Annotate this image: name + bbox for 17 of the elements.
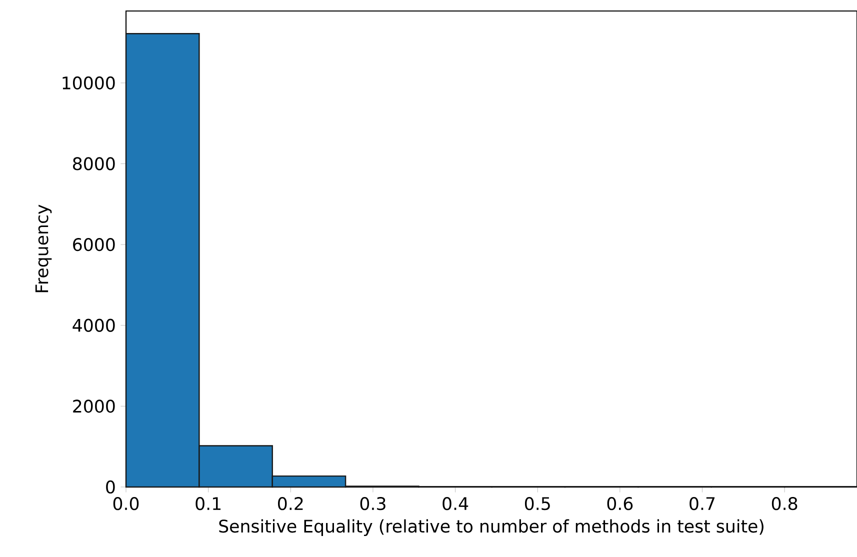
y-tick-label: 8000: [73, 157, 115, 170]
x-tick-label: 0.6: [607, 497, 633, 510]
x-tick-label: 0.5: [524, 497, 550, 510]
y-tick-label: 10000: [62, 76, 115, 90]
y-tick-label: 4000: [72, 318, 115, 332]
y-tick-label: 6000: [73, 238, 115, 252]
x-tick-label: 0.7: [690, 497, 715, 510]
y-tick-label: 2000: [73, 400, 115, 413]
x-tick-label: 0.0: [113, 497, 139, 510]
y-axis-title: Frequency: [35, 204, 52, 292]
x-tick-label: 0.3: [360, 497, 386, 510]
x-axis-title: Sensitive Equality (relative to number of methods in test suite): [219, 519, 764, 536]
y-tick-label: 0: [106, 480, 115, 494]
x-tick-label: 0.8: [772, 497, 798, 510]
x-tick-label: 0.2: [278, 497, 303, 510]
x-tick-label: 0.4: [442, 497, 468, 510]
x-tick-label: 0.1: [196, 497, 221, 510]
